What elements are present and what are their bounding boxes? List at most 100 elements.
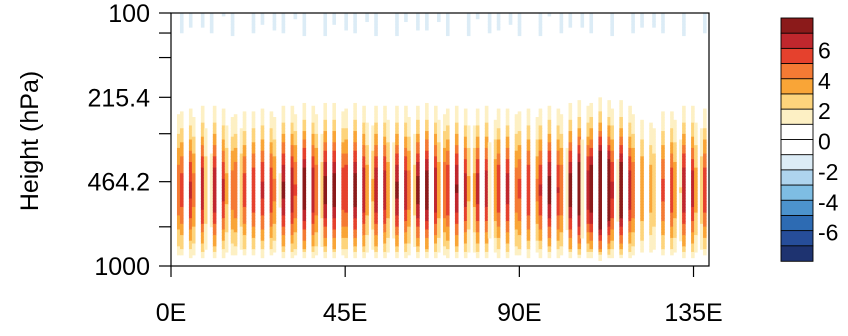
heatmap-cell [281, 161, 286, 166]
colorbar-swatch [780, 230, 814, 247]
heatmap-cell [619, 153, 623, 157]
heatmap-cell [679, 181, 683, 186]
heatmap-cell [416, 156, 420, 160]
heatmap-cell [344, 176, 348, 180]
heatmap-cell [631, 232, 635, 236]
heatmap-cell [416, 114, 420, 118]
heatmap-cell [200, 176, 205, 180]
heatmap-cell [454, 232, 459, 236]
heatmap-cell [565, 150, 570, 155]
heatmap-cell [332, 221, 336, 225]
heatmap-cell [344, 221, 348, 225]
heatmap-cell [568, 24, 573, 28]
heatmap-cell [437, 195, 441, 200]
heatmap-cell [598, 114, 602, 118]
heatmap-cell [437, 223, 441, 228]
heatmap-cell [466, 139, 471, 143]
heatmap-cell [586, 209, 591, 214]
heatmap-cell [293, 145, 298, 149]
heatmap-cell [463, 229, 468, 233]
heatmap-cell [323, 192, 328, 197]
heatmap-cell [251, 198, 256, 202]
heatmap-cell [302, 128, 307, 132]
heatmap-cell [631, 221, 635, 225]
heatmap-cell [703, 218, 707, 222]
heatmap-cell [640, 249, 644, 253]
heatmap-cell [353, 173, 357, 177]
heatmap-cell [212, 249, 217, 253]
heatmap-cell [404, 117, 408, 121]
heatmap-cell [580, 192, 585, 197]
heatmap-cell [538, 21, 543, 25]
heatmap-cell [682, 249, 686, 253]
heatmap-cell [353, 229, 357, 233]
heatmap-cell [290, 190, 295, 194]
heatmap-cell [191, 229, 196, 233]
heatmap-cell [416, 142, 420, 146]
heatmap-cell [475, 159, 480, 163]
heatmap-cell [362, 111, 366, 115]
heatmap-cell [179, 150, 184, 155]
heatmap-cell [538, 153, 543, 157]
heatmap-cell [514, 161, 519, 166]
heatmap-cell [556, 212, 561, 216]
heatmap-cell [487, 150, 492, 155]
heatmap-cell [176, 229, 181, 233]
heatmap-cell [505, 117, 510, 121]
heatmap-cell [413, 136, 417, 141]
heatmap-cell [475, 15, 480, 20]
heatmap-cell [416, 187, 420, 191]
heatmap-cell [445, 176, 450, 180]
heatmap-cell [442, 153, 447, 157]
heatmap-cell [374, 117, 378, 121]
heatmap-cell [290, 204, 295, 208]
heatmap-cell [269, 221, 274, 225]
heatmap-cell [610, 201, 614, 205]
heatmap-cell [224, 198, 229, 202]
heatmap-cell [386, 212, 390, 216]
heatmap-cell [176, 164, 181, 169]
heatmap-cell [302, 192, 307, 197]
heatmap-cell [493, 125, 498, 129]
heatmap-cell [290, 128, 295, 132]
heatmap-cell [302, 249, 307, 253]
heatmap-cell [538, 232, 543, 236]
heatmap-cell [472, 184, 477, 188]
heatmap-cell [661, 195, 665, 200]
heatmap-cell [212, 221, 217, 225]
heatmap-cell [188, 209, 193, 214]
heatmap-cell [200, 254, 205, 259]
heatmap-cell [392, 209, 396, 214]
heatmap-cell [505, 176, 510, 180]
heatmap-cell [619, 100, 623, 104]
heatmap-cell [445, 229, 450, 233]
heatmap-cell [290, 131, 295, 135]
heatmap-cell [682, 159, 686, 163]
heatmap-cell [607, 108, 611, 112]
heatmap-cell [598, 251, 602, 256]
heatmap-cell [679, 142, 683, 146]
heatmap-cell [454, 218, 459, 222]
heatmap-cell [517, 128, 522, 132]
heatmap-cell [649, 195, 653, 200]
heatmap-cell [517, 204, 522, 208]
heatmap-cell [484, 142, 489, 146]
heatmap-cell [416, 192, 420, 197]
heatmap-cell [577, 142, 582, 146]
heatmap-cell [577, 167, 582, 172]
heatmap-cell [475, 111, 480, 115]
heatmap-cell [179, 111, 184, 115]
heatmap-cell [703, 235, 707, 239]
heatmap-cell [341, 128, 345, 132]
heatmap-cell [293, 156, 298, 160]
heatmap-cell [281, 13, 286, 17]
heatmap-cell [365, 164, 369, 169]
heatmap-cell [224, 223, 229, 228]
heatmap-cell [278, 178, 283, 183]
heatmap-cell [703, 184, 707, 188]
heatmap-cell [272, 235, 277, 239]
heatmap-cell [251, 232, 256, 236]
heatmap-cell [598, 226, 602, 231]
heatmap-cell [628, 125, 632, 129]
heatmap-cell [454, 119, 459, 124]
